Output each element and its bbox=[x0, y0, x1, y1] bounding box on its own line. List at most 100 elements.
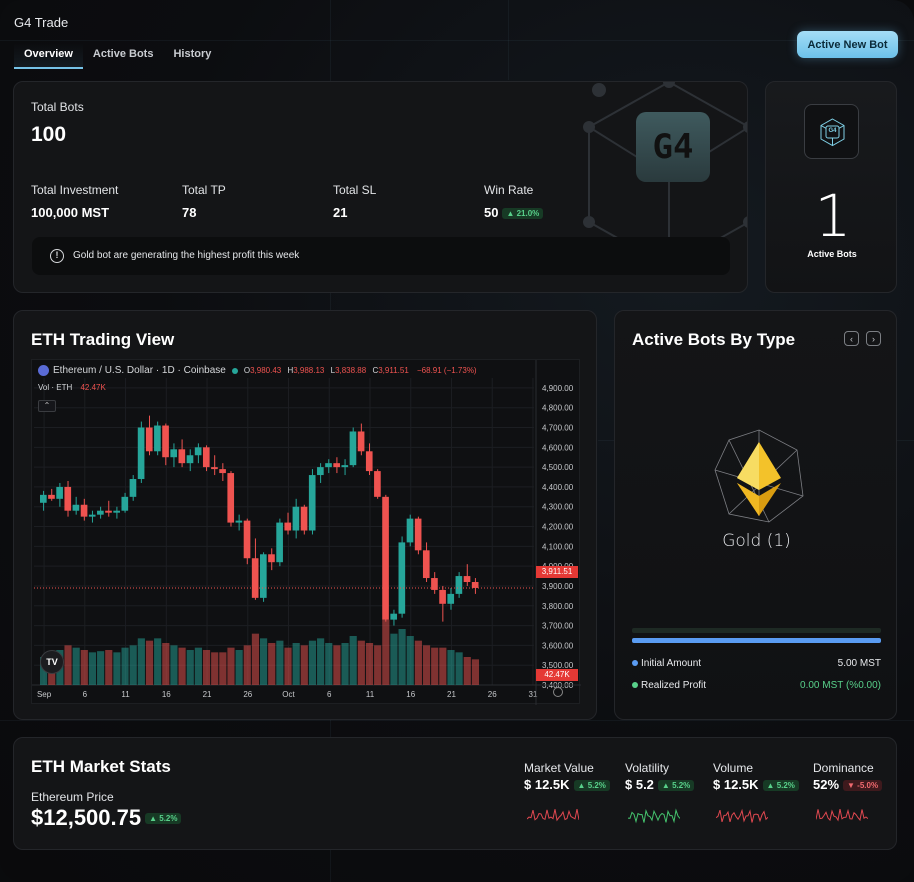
info-icon: ! bbox=[50, 249, 64, 263]
volume-bar bbox=[414, 640, 422, 685]
trading-view-title: ETH Trading View bbox=[31, 330, 175, 349]
y-tick-label: 4,200.00 bbox=[542, 523, 574, 532]
volume-bar bbox=[251, 633, 259, 685]
volume-bar bbox=[471, 659, 479, 685]
active-new-bot-button[interactable]: Active New Bot bbox=[797, 31, 898, 58]
sparkline-path bbox=[716, 808, 768, 823]
x-tick-label: 16 bbox=[162, 690, 171, 699]
candle-body bbox=[105, 510, 112, 513]
y-tick-label: 3,900.00 bbox=[542, 582, 574, 591]
stat-label: Win Rate bbox=[484, 183, 534, 197]
candle-body bbox=[471, 582, 479, 588]
volume-bar bbox=[243, 645, 251, 685]
ohlc-readout: O3,980.43 H3,988.13 L3,838.88 C3,911.51 … bbox=[243, 366, 477, 375]
next-arrow-icon[interactable]: › bbox=[866, 331, 881, 346]
sparkline-path bbox=[628, 808, 680, 824]
market-stat-value: 52% bbox=[813, 777, 840, 792]
volume-bar bbox=[284, 647, 292, 685]
legend-label: Initial Amount bbox=[632, 658, 701, 669]
total-bots-value: 100 bbox=[31, 123, 67, 146]
stat-value: 78 bbox=[182, 205, 197, 220]
candle-body bbox=[325, 463, 332, 468]
sparkline bbox=[816, 808, 868, 822]
volume-bar bbox=[97, 651, 105, 685]
candle-body bbox=[162, 425, 169, 458]
sparkline bbox=[716, 808, 768, 823]
x-tick-label: 21 bbox=[447, 690, 456, 699]
symbol-label: Ethereum / U.S. Dollar · 1D · Coinbase bbox=[53, 365, 226, 376]
app-title: G4 Trade bbox=[14, 15, 69, 30]
eth-price-label: Ethereum Price bbox=[31, 790, 114, 804]
eth-price-value: $12,500.75 bbox=[31, 805, 142, 830]
volume-bar bbox=[374, 645, 382, 685]
volume-bar bbox=[162, 643, 170, 685]
volume-bar bbox=[439, 647, 447, 685]
market-stat-value-row: 52% ▼ -5.0% bbox=[813, 777, 896, 792]
x-tick-label: 11 bbox=[121, 690, 130, 699]
candle-body bbox=[56, 486, 63, 499]
volume-tag: 42.47K bbox=[536, 669, 578, 681]
legend-dot bbox=[632, 660, 638, 666]
x-tick-label: 16 bbox=[406, 690, 415, 699]
candle-body bbox=[308, 475, 316, 531]
bot-type-name: Gold (1) bbox=[722, 531, 791, 551]
candle-body bbox=[154, 425, 161, 452]
change-badge: ▲ 5.2% bbox=[657, 780, 695, 792]
market-stat-label: Volatility bbox=[625, 761, 670, 775]
volume-bar bbox=[64, 645, 72, 685]
volume-bar bbox=[80, 650, 88, 685]
candle-body bbox=[414, 518, 422, 551]
candle-body bbox=[170, 449, 178, 458]
volume-bar bbox=[308, 640, 317, 685]
stat-label: Total Investment bbox=[31, 183, 119, 197]
candlestick-chart[interactable]: 4,900.00 4,800.00 4,700.00 4,600.00 4,500.00… bbox=[32, 360, 581, 705]
sparkline bbox=[628, 808, 680, 824]
volume-bar bbox=[186, 650, 194, 685]
candle-body bbox=[292, 506, 300, 531]
volume-bar bbox=[463, 657, 471, 685]
volume-bar bbox=[398, 629, 406, 685]
market-stat-label: Market Value bbox=[524, 761, 594, 775]
chart-widget[interactable]: 4,900.00 4,800.00 4,700.00 4,600.00 4,500.00… bbox=[31, 359, 581, 705]
market-stats-title: ETH Market Stats bbox=[31, 757, 171, 776]
tradingview-logo[interactable]: TV bbox=[40, 650, 64, 674]
candle-body bbox=[145, 427, 153, 452]
tab-history[interactable]: History bbox=[173, 48, 212, 60]
x-tick-label: 21 bbox=[203, 690, 212, 699]
volume-bar bbox=[129, 645, 137, 685]
tab-active-bots[interactable]: Active Bots bbox=[92, 48, 154, 60]
y-tick-label: 4,300.00 bbox=[542, 503, 574, 512]
volume-bar bbox=[211, 652, 219, 685]
tab-overview[interactable]: Overview bbox=[14, 43, 83, 69]
market-stat-label: Dominance bbox=[813, 761, 874, 775]
volume-bar bbox=[88, 652, 97, 685]
legend-dot bbox=[632, 682, 638, 688]
sparkline-path bbox=[527, 808, 579, 822]
bg-grid-line bbox=[0, 720, 914, 721]
candle-body bbox=[268, 554, 275, 563]
candle-body bbox=[137, 427, 145, 480]
y-tick-label: 4,900.00 bbox=[542, 384, 574, 393]
legend-value: 5.00 MST bbox=[837, 658, 881, 669]
volume-bar bbox=[431, 647, 439, 685]
volume-bar bbox=[390, 633, 398, 685]
volume-bar bbox=[72, 647, 80, 685]
candle-body bbox=[439, 589, 446, 604]
x-tick-label: 6 bbox=[327, 690, 332, 699]
collapse-chevron-icon[interactable]: ⌃ bbox=[38, 400, 56, 412]
prev-arrow-icon[interactable]: ‹ bbox=[844, 331, 859, 346]
active-bots-count: 1 bbox=[814, 182, 852, 250]
x-tick-label: 26 bbox=[488, 690, 497, 699]
volume-bar bbox=[325, 643, 333, 685]
settings-gear-icon[interactable] bbox=[553, 687, 563, 697]
candle-body bbox=[97, 510, 104, 515]
volume-bar bbox=[227, 647, 235, 685]
volume-bar bbox=[260, 638, 268, 685]
bots-by-type-card: Active Bots By Type ‹ › Gold (1) Initial… bbox=[614, 310, 897, 720]
volume-bar bbox=[333, 645, 341, 685]
price-tag: 3,911.51 bbox=[536, 566, 578, 578]
summary-card: G4 Total Bots 100 Total Investment 100,0… bbox=[13, 81, 748, 293]
candle-body bbox=[88, 514, 96, 517]
progress-track bbox=[632, 628, 881, 633]
x-tick-label: 6 bbox=[83, 690, 88, 699]
